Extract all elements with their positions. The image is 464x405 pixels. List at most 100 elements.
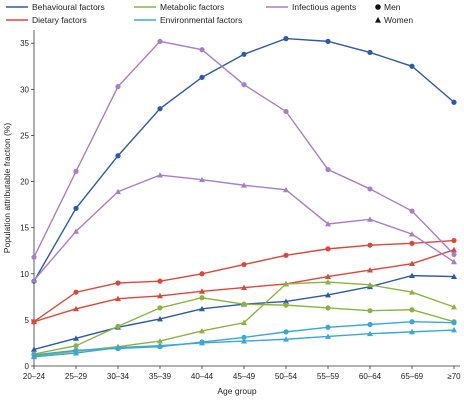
data-point — [451, 303, 457, 310]
data-point — [409, 289, 415, 295]
data-point — [451, 327, 457, 333]
data-point — [115, 344, 121, 350]
data-point — [241, 284, 247, 291]
y-tick-label: 10 — [20, 270, 29, 279]
series-metabolic-factors-men — [31, 295, 457, 357]
series-dietary-factors-women — [31, 246, 457, 325]
data-point — [31, 318, 37, 325]
data-point — [283, 186, 289, 193]
x-tick-label: ≥70 — [447, 372, 461, 381]
data-point — [325, 279, 331, 285]
legend-marker-circle — [375, 4, 381, 10]
data-point — [409, 260, 415, 267]
legend-item-women: Women — [375, 15, 413, 25]
series-layer — [31, 36, 457, 360]
series-infectious-agents-women — [31, 172, 457, 283]
legend-item-environmental-factors: Environmental factors — [134, 15, 242, 25]
series-metabolic-factors-women — [31, 279, 457, 359]
x-tick-label: 50–54 — [275, 372, 298, 381]
legend-label: Women — [384, 15, 413, 25]
series-infectious-agents-men — [31, 38, 457, 260]
data-point — [157, 38, 163, 44]
data-point — [367, 330, 373, 337]
data-point — [451, 237, 457, 244]
data-point — [157, 315, 163, 322]
data-point — [241, 182, 247, 188]
data-point — [367, 216, 373, 222]
data-point — [115, 280, 121, 286]
legend-label: Infectious agents — [292, 2, 356, 12]
data-point — [283, 298, 289, 304]
data-point — [325, 246, 331, 252]
data-point — [31, 346, 37, 352]
data-point — [31, 353, 37, 360]
data-point — [367, 267, 373, 273]
legend-item-metabolic-factors: Metabolic factors — [134, 2, 224, 12]
axes: 0 5 10 15 20 25 30 35 20–24 25–29 30–34 35–39 40–44 4… — [20, 30, 461, 381]
legend-item-dietary-factors: Dietary factors — [6, 15, 87, 25]
data-point — [241, 319, 247, 326]
data-point — [409, 208, 415, 214]
data-point — [451, 258, 457, 265]
x-tick-label: 25–29 — [65, 372, 88, 381]
data-point — [73, 289, 79, 295]
data-point — [409, 240, 415, 246]
data-point — [325, 291, 331, 298]
data-point — [241, 334, 247, 341]
series-line — [33, 40, 455, 258]
data-point — [409, 231, 415, 237]
series-line — [33, 281, 455, 357]
data-point — [409, 63, 415, 69]
data-point — [325, 220, 331, 227]
data-point — [241, 82, 247, 88]
data-point — [199, 327, 205, 334]
x-tick-label: 35–39 — [149, 372, 172, 381]
series-environmental-factors-women — [31, 327, 457, 360]
data-point — [199, 271, 205, 277]
data-point — [367, 321, 373, 328]
y-tick-label: 5 — [25, 316, 30, 325]
data-point — [451, 273, 457, 279]
data-point — [409, 328, 415, 335]
data-point — [367, 242, 373, 248]
data-point — [283, 329, 289, 335]
data-point — [157, 342, 163, 349]
data-point — [283, 108, 289, 115]
data-point — [115, 83, 121, 90]
y-tick-label: 15 — [20, 224, 29, 233]
y-axis-label: Population attributable fraction (%) — [2, 123, 12, 254]
legend-label: Environmental factors — [160, 15, 242, 25]
data-point — [157, 106, 163, 112]
data-point — [31, 254, 37, 260]
x-axis-label: Age group — [217, 386, 256, 396]
x-tick-label: 55–59 — [317, 372, 340, 381]
data-point — [199, 295, 205, 301]
y-tick-label: 20 — [20, 178, 29, 187]
legend-label: Behavioural factors — [32, 2, 105, 12]
data-point — [199, 305, 205, 312]
data-point — [283, 280, 289, 287]
x-tick-label: 65–69 — [401, 372, 424, 381]
y-tick-label: 25 — [20, 131, 29, 140]
data-point — [367, 186, 373, 192]
data-point — [157, 338, 163, 344]
y-tick-label: 35 — [20, 39, 29, 48]
data-point — [283, 302, 289, 308]
data-point — [115, 153, 121, 159]
x-tick-label: 30–34 — [107, 372, 130, 381]
data-point — [325, 38, 331, 44]
data-point — [241, 51, 247, 57]
data-point — [73, 343, 79, 349]
legend-label: Dietary factors — [32, 15, 87, 25]
legend-marker-triangle — [375, 17, 381, 23]
data-point — [451, 251, 457, 258]
data-point — [283, 252, 289, 258]
data-point — [73, 305, 79, 312]
legend-item-men: Men — [375, 2, 401, 12]
data-point — [73, 228, 79, 234]
data-point — [325, 273, 331, 279]
data-point — [409, 272, 415, 279]
data-point — [451, 246, 457, 253]
data-point — [241, 301, 247, 307]
